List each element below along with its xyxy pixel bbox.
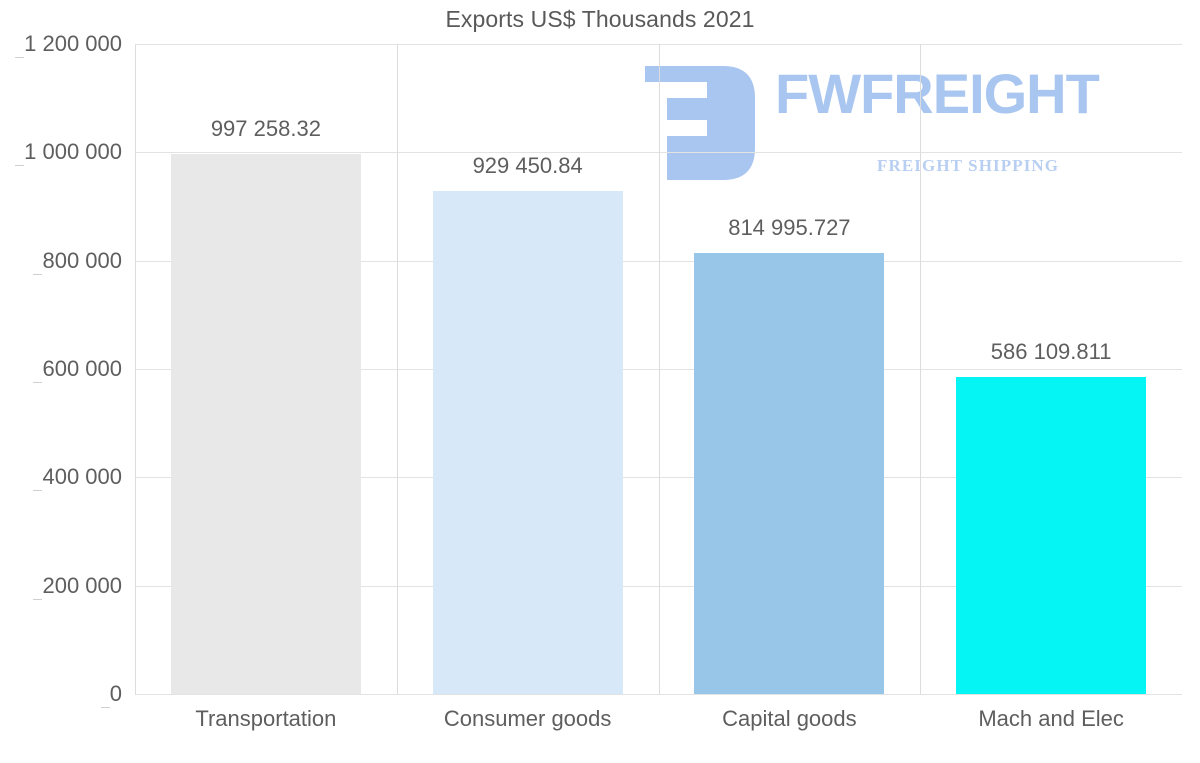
y-axis-tick-label: 1 000 000 xyxy=(15,139,122,167)
gridline-horizontal xyxy=(135,44,1182,45)
gridline-horizontal xyxy=(135,152,1182,154)
bar[interactable] xyxy=(956,376,1147,694)
y-axis-tick-mark xyxy=(100,707,110,708)
bar-value-label: 586 109.811 xyxy=(990,338,1112,364)
y-axis-tick-mark xyxy=(33,382,43,383)
x-axis-category-label: Mach and Elec xyxy=(978,706,1124,731)
y-axis-tick-label: 1 200 000 xyxy=(15,31,122,58)
y-axis-tick-label: 0 xyxy=(100,681,122,708)
y-axis-tick-label: 200 000 xyxy=(33,573,122,600)
y-axis-tick-label: 800 000 xyxy=(33,248,122,275)
gridline-vertical xyxy=(397,44,398,694)
gridline-horizontal xyxy=(135,369,1182,370)
y-axis-tick-mark xyxy=(33,273,43,275)
gridline-horizontal xyxy=(135,260,1182,262)
gridline-horizontal xyxy=(135,694,1182,695)
x-axis-category-label: Capital goods xyxy=(722,706,857,731)
y-axis-tick-mark xyxy=(33,598,43,600)
bar[interactable] xyxy=(694,252,885,694)
bar-value-label: 929 450.84 xyxy=(472,152,583,178)
bar-value-label: 997 258.32 xyxy=(210,115,321,141)
y-axis-tick-label: 400 000 xyxy=(33,464,122,492)
y-axis-tick-mark xyxy=(15,57,25,58)
x-axis-category-label: Consumer goods xyxy=(443,706,612,731)
y-axis-tick-label: 600 000 xyxy=(33,356,122,383)
bar[interactable] xyxy=(432,190,623,694)
x-axis-category-label: Transportation xyxy=(195,706,337,731)
bar-value-label: 814 995.727 xyxy=(728,214,851,240)
chart-title: Exports US$ Thousands 2021 xyxy=(445,6,755,32)
gridline-vertical xyxy=(659,44,660,694)
gridline-horizontal xyxy=(135,585,1182,587)
gridline-horizontal xyxy=(135,477,1182,479)
gridline-vertical xyxy=(920,44,921,694)
bar[interactable] xyxy=(170,153,361,694)
plot-area: 997 258.32 929 450.84 814 995.727 586 109.8… xyxy=(135,44,1182,695)
y-axis-tick-mark xyxy=(33,490,43,492)
y-axis-tick-mark xyxy=(15,165,25,167)
